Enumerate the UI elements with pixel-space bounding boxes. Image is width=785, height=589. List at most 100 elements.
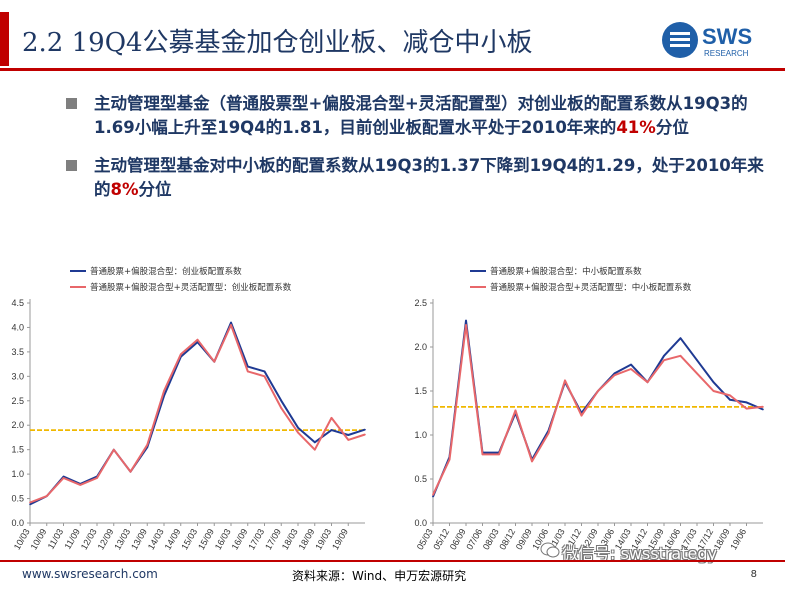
data-point [712,381,715,383]
x-tick-label: 13/03 [112,527,132,552]
bullet-text: 主动管理型基金（普通股票型+偏股混合型+灵活配置型）对创业板的配置系数从19Q3… [94,94,748,137]
title-bar: 2.2 19Q4公募基金加仓创业板、减仓中小板 SWS RESEARCH [0,12,785,66]
data-point [330,417,333,419]
data-point [297,426,299,429]
data-point [29,503,31,506]
data-point [163,390,165,392]
x-tick-label: 15/03 [179,527,199,552]
data-point [745,401,748,404]
y-tick-label: 0.5 [414,474,427,484]
y-tick-label: 3.0 [11,371,24,381]
y-tick-label: 2.0 [11,420,24,430]
y-tick-label: 2.5 [414,298,427,308]
bullet-text: 分位 [138,180,172,199]
chart-chinext-allocation: 0.0 0.5 1.0 1.5 2.0 2.5 3.0 3.5 4.0 4.5 10/0310/09… [11,266,366,552]
data-point [213,360,216,363]
x-tick-label: 16/09 [230,527,250,552]
data-point [564,379,566,382]
data-point [280,407,283,409]
footer-source: 资料来源：Wind、申万宏源研究 [292,569,467,583]
x-tick-label: 10/09 [29,527,49,552]
x-tick-label: 19/06 [728,527,748,552]
x-tick-label: 15/09 [196,527,216,552]
y-tick-label: 2.5 [11,396,24,406]
x-tick-label: 18/03 [280,527,300,552]
y-tick-label: 0.0 [11,518,24,528]
y-tick-label: 0.0 [414,518,427,528]
sws-logo: SWS RESEARCH [662,22,752,58]
x-tick-label: 19/03 [313,527,333,552]
data-point [498,453,500,456]
x-tick-label: 16/03 [213,527,233,552]
series-line [432,324,764,496]
data-point [364,428,366,431]
y-tick-label: 0.5 [11,494,24,504]
y-tick-label: 2.0 [414,342,427,352]
data-point [432,494,434,496]
data-point [465,324,467,326]
y-tick-label: 4.5 [11,298,24,308]
x-tick-label: 18/09 [297,527,317,552]
data-point [613,374,616,376]
x-tick-label: 19/09 [330,527,350,552]
data-point [246,370,249,373]
x-tick-label: 11/03 [46,527,66,551]
logo-text: SWS [702,24,752,49]
x-tick-label: 14/09 [163,527,183,552]
series-line [29,324,366,504]
data-point [230,321,232,324]
bullet-text: 主动管理型基金对中小板的配置系数从19Q3的1.37下降到19Q4的1.29，处… [94,156,764,199]
bullet-square-icon [66,160,77,171]
data-point [179,353,182,356]
legend-label: 普通股票+偏股混合型：创业板配置系数 [90,266,242,277]
slide-title: 2.2 19Q4公募基金加仓创业板、减仓中小板 [22,28,533,58]
footer-url[interactable]: www.swsresearch.com [22,567,158,581]
data-point [696,359,698,361]
data-point [679,337,682,339]
x-tick-label: 14/03 [146,527,166,552]
bullet-square-icon [66,98,77,109]
title-rule [0,68,785,71]
data-point [531,460,533,463]
bullet-item: 主动管理型基金对中小板的配置系数从19Q3的1.37下降到19Q4的1.29，处… [66,154,766,202]
logo-subtext: RESEARCH [704,49,749,58]
data-point [347,434,350,436]
y-tick-label: 1.0 [11,469,24,479]
data-point [79,484,82,486]
data-point [364,433,366,436]
y-tick-label: 3.5 [11,347,24,357]
data-point [263,370,266,373]
data-point [448,458,451,461]
data-point [597,390,599,392]
data-point [280,399,283,402]
footer-rule [0,560,785,562]
page-number: 8 [750,569,757,580]
x-tick-label: 12/09 [96,527,116,552]
data-point [630,368,632,370]
data-point [432,495,434,498]
data-point [45,495,48,497]
data-point [547,432,550,435]
legend-label: 普通股票+偏股混合型：中小板配置系数 [490,266,642,277]
data-point [679,355,682,357]
y-tick-label: 4.0 [11,322,24,332]
data-point [29,501,31,504]
data-point [613,372,616,375]
data-point [481,453,484,456]
data-point [96,477,98,479]
data-point [62,475,65,478]
data-point [297,431,299,434]
data-point [62,477,65,479]
data-point [313,448,316,451]
legend-label: 普通股票+偏股混合型+灵活配置型：创业板配置系数 [90,282,292,293]
series-line [29,321,366,506]
bullet-highlight: 8% [110,180,139,199]
bullet-list: 主动管理型基金（普通股票型+偏股混合型+灵活配置型）对创业板的配置系数从19Q3… [66,92,766,216]
data-point [762,408,764,411]
bullet-item: 主动管理型基金（普通股票型+偏股混合型+灵活配置型）对创业板的配置系数从19Q3… [66,92,766,140]
data-point [330,429,333,431]
x-tick-label: 13/09 [129,527,149,552]
data-point [246,365,249,368]
series-line [432,319,764,497]
data-point [580,414,583,417]
